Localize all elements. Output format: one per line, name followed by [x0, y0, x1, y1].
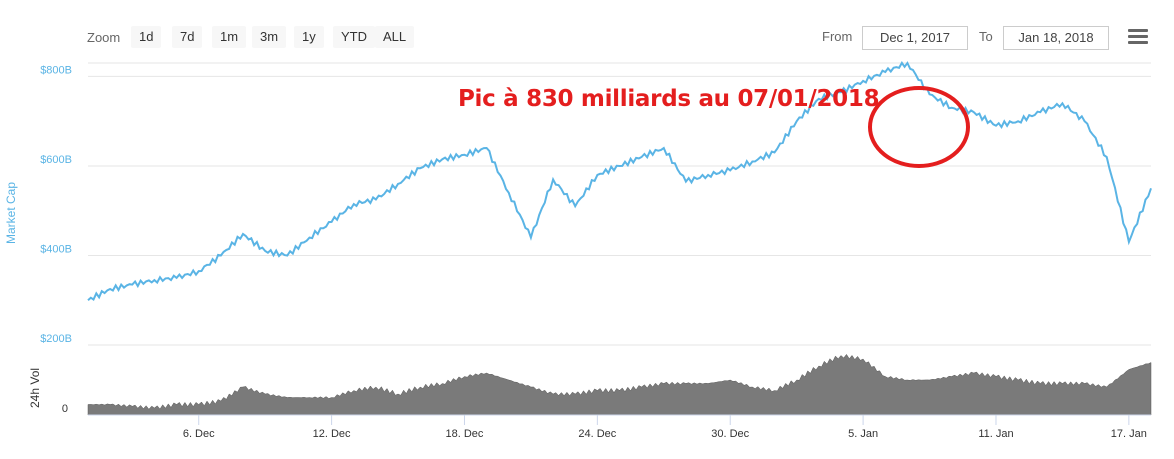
from-date-input[interactable]: Dec 1, 2017	[862, 26, 968, 50]
zoom-1m-button[interactable]: 1m	[212, 26, 247, 48]
hamburger-menu-icon[interactable]	[1128, 29, 1148, 45]
peak-highlight-circle	[868, 86, 970, 168]
to-label: To	[979, 29, 993, 44]
x-tick-label: 17. Jan	[1111, 428, 1147, 440]
zoom-7d-button[interactable]: 7d	[172, 26, 203, 48]
zoom-1y-button[interactable]: 1y	[294, 26, 324, 48]
zoom-1d-button[interactable]: 1d	[131, 26, 162, 48]
zoom-ytd-button[interactable]: YTD	[333, 26, 375, 48]
x-tick-label: 24. Dec	[578, 428, 616, 440]
from-label: From	[822, 29, 853, 44]
x-tick-label: 30. Dec	[711, 428, 749, 440]
x-tick-label: 18. Dec	[446, 428, 484, 440]
y-tick-label: $400B	[40, 243, 72, 255]
to-date-input[interactable]: Jan 18, 2018	[1003, 26, 1109, 50]
y-tick-label: $800B	[40, 64, 72, 76]
vol-tick-label: 0	[62, 403, 68, 415]
zoom-3m-button[interactable]: 3m	[252, 26, 287, 48]
zoom-all-button[interactable]: ALL	[375, 26, 415, 48]
y-tick-label: $600B	[40, 154, 72, 166]
x-tick-label: 12. Dec	[313, 428, 351, 440]
peak-annotation: Pic à 830 milliards au 07/01/2018	[458, 86, 880, 112]
market-cap-line	[87, 61, 1152, 301]
x-tick-label: 6. Dec	[183, 428, 215, 440]
zoom-label: Zoom	[87, 30, 121, 45]
volume-area	[87, 353, 1152, 416]
y-tick-label: $200B	[40, 333, 72, 345]
x-tick-label: 5. Jan	[848, 428, 878, 440]
x-tick-label: 11. Jan	[978, 428, 1013, 440]
